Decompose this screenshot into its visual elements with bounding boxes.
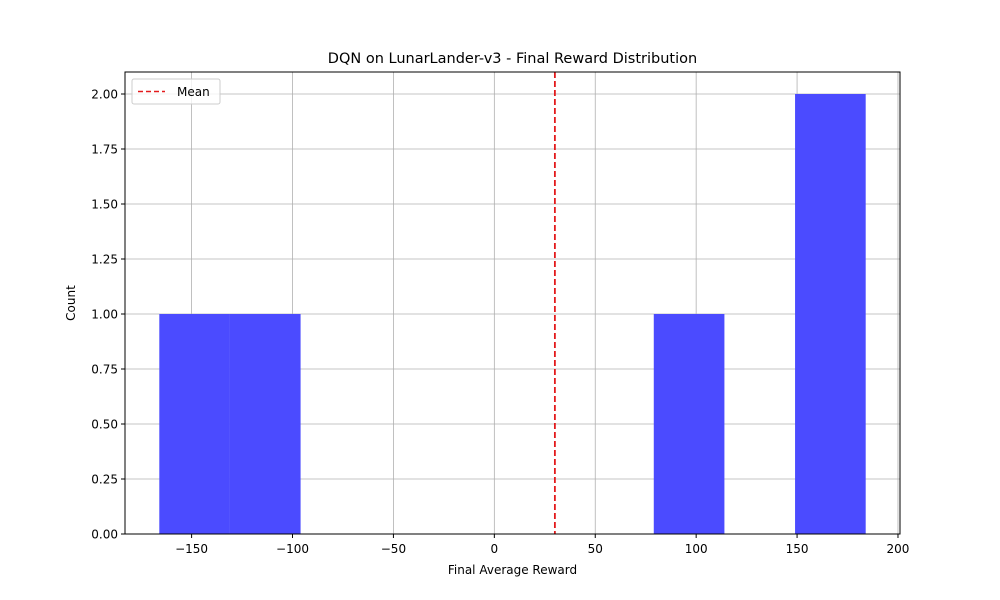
y-axis-label: Count <box>64 285 78 321</box>
y-axis-ticks: 0.00 0.25 0.50 0.75 1.00 1.25 1.50 1.75 2.00 <box>91 88 125 542</box>
x-tick-label-6: 150 <box>786 542 809 556</box>
y-tick-label-8: 2.00 <box>91 88 118 102</box>
y-tick-label-6: 1.50 <box>91 198 118 212</box>
x-tick-label-1: −100 <box>276 542 309 556</box>
y-tick-label-2: 0.50 <box>91 418 118 432</box>
y-tick-label-5: 1.25 <box>91 253 118 267</box>
legend: Mean <box>131 78 221 105</box>
y-tick-label-0: 0.00 <box>91 528 118 542</box>
y-tick-label-3: 0.75 <box>91 363 118 377</box>
histogram-bar-0 <box>159 314 230 534</box>
x-tick-label-7: 200 <box>887 542 910 556</box>
legend-mean-label: Mean <box>177 85 210 99</box>
x-tick-label-2: −50 <box>381 542 406 556</box>
y-tick-label-4: 1.00 <box>91 308 118 322</box>
x-axis-label: Final Average Reward <box>448 563 577 577</box>
histogram-bars <box>159 94 866 534</box>
chart-title: DQN on LunarLander-v3 - Final Reward Dis… <box>328 51 697 67</box>
plot-frame <box>124 71 901 535</box>
x-axis-ticks: −150 −100 −50 0 50 100 150 200 <box>175 534 909 556</box>
y-tick-label-1: 0.25 <box>91 473 118 487</box>
x-tick-label-4: 50 <box>588 542 603 556</box>
histogram-bar-1 <box>229 314 301 534</box>
legend-box <box>131 78 221 105</box>
x-tick-label-0: −150 <box>175 542 208 556</box>
x-tick-label-3: 0 <box>491 542 499 556</box>
y-tick-label-7: 1.75 <box>91 143 118 157</box>
histogram-bar-9 <box>795 94 866 534</box>
x-tick-label-5: 100 <box>685 542 708 556</box>
histogram-bar-7 <box>653 314 725 534</box>
